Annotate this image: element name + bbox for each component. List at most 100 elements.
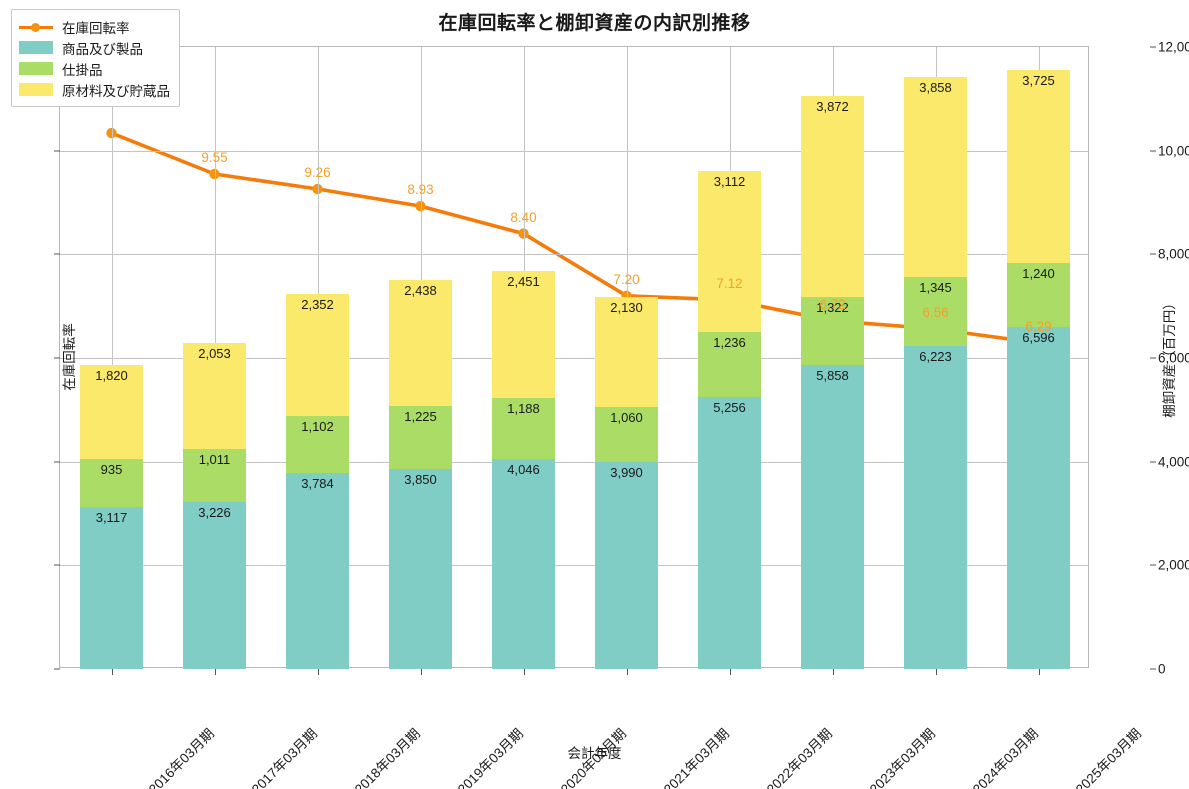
bar-value-label: 935 <box>100 461 123 477</box>
bar-value-label: 1,188 <box>507 400 540 416</box>
bar-segment <box>697 171 762 333</box>
bar-value-label: 3,858 <box>919 79 952 95</box>
bar-segment <box>594 462 659 669</box>
bar-value-label: 1,236 <box>713 335 746 351</box>
bar-value-label: 1,345 <box>919 279 952 295</box>
x-axis-tickmark <box>421 669 422 675</box>
bar-segment <box>800 96 865 297</box>
bar-segment <box>388 279 453 406</box>
turnover-value-label: 6.29 <box>1025 318 1052 334</box>
y-axis-right-tick: 0 <box>1158 661 1166 677</box>
legend-item[interactable]: 原材料及び貯蔵品 <box>19 79 170 100</box>
bar-segment <box>1006 262 1071 328</box>
bar-segment <box>491 459 556 669</box>
legend-line-icon <box>19 20 53 33</box>
bar-segment <box>697 396 762 669</box>
turnover-value-label: 7.12 <box>716 275 743 291</box>
bar-segment <box>903 346 968 669</box>
y-axis-right-label: 棚卸資産（百万円） <box>1161 296 1177 418</box>
y-axis-right-tick: 8,000 <box>1158 246 1189 262</box>
bar-value-label: 2,438 <box>404 282 437 298</box>
bar-segment <box>491 397 556 460</box>
turnover-value-label: 8.40 <box>510 209 537 225</box>
bar-value-label: 2,451 <box>507 273 540 289</box>
bar-value-label: 3,725 <box>1022 72 1055 88</box>
x-axis-tickmark <box>318 669 319 675</box>
gridline-horizontal <box>60 461 1088 463</box>
bar-value-label: 3,850 <box>404 472 437 488</box>
y-axis-left-tickmark <box>54 357 60 359</box>
y-axis-right-tick: 10,000 <box>1158 143 1189 159</box>
bar-segment <box>285 415 350 473</box>
gridline-horizontal <box>60 565 1088 567</box>
y-axis-right-tickmark <box>1150 357 1156 359</box>
bar-segment <box>491 270 556 398</box>
bar-segment <box>594 296 659 408</box>
y-axis-right-tick: 4,000 <box>1158 454 1189 470</box>
gridline-horizontal <box>60 358 1088 359</box>
plot-area: 0022,00044,00066,00088,0001010,0001212,0… <box>54 40 1189 789</box>
bar-value-label: 3,784 <box>301 475 334 491</box>
bar-segment <box>79 458 144 508</box>
turnover-value-label: 9.55 <box>201 149 228 165</box>
bar-value-label: 1,060 <box>610 410 643 426</box>
turnover-line-path <box>109 131 1041 345</box>
y-axis-right-tick: 2,000 <box>1158 557 1189 573</box>
legend-label: 原材料及び貯蔵品 <box>62 83 170 99</box>
y-axis-left-tickmark <box>54 668 60 670</box>
y-axis-right-tickmark <box>1150 253 1156 255</box>
bar-value-label: 1,011 <box>198 452 231 468</box>
turnover-data-point <box>209 168 220 180</box>
x-axis-tickmark <box>730 669 731 675</box>
bar-segment <box>285 472 350 669</box>
bar-value-label: 1,240 <box>1022 265 1055 281</box>
y-axis-left-tickmark <box>54 253 60 255</box>
turnover-data-point <box>415 200 426 212</box>
gridline-vertical <box>112 47 113 667</box>
y-axis-left-tickmark <box>54 564 60 566</box>
y-axis-right-tickmark <box>1150 564 1156 566</box>
y-axis-left-label: 在庫回転率 <box>61 323 77 391</box>
legend-item[interactable]: 在庫回転率 <box>19 16 170 37</box>
turnover-data-point <box>106 127 117 139</box>
legend-color-swatch <box>19 62 53 75</box>
legend-label: 商品及び製品 <box>62 41 143 57</box>
bar-segment <box>903 76 968 277</box>
turnover-data-point <box>312 183 323 195</box>
y-axis-right-tickmark <box>1150 150 1156 152</box>
turnover-data-point <box>518 228 529 239</box>
turnover-value-label: 6.56 <box>922 304 949 320</box>
bar-value-label: 3,112 <box>713 174 746 190</box>
bar-segment <box>182 342 247 450</box>
legend-item[interactable]: 仕掛品 <box>19 58 170 79</box>
x-axis-tickmark <box>936 669 937 675</box>
bar-value-label: 4,046 <box>507 462 540 478</box>
legend-label: 在庫回転率 <box>62 20 130 36</box>
bar-value-label: 2,352 <box>301 296 334 312</box>
x-axis-tickmark <box>215 669 216 675</box>
y-axis-right-tick: 6,000 <box>1158 350 1189 366</box>
bar-value-label: 1,225 <box>404 408 437 424</box>
y-axis-right-tick: 12,000 <box>1158 39 1189 55</box>
y-axis-right-tickmark <box>1150 46 1156 48</box>
gridline-horizontal <box>60 254 1088 256</box>
legend-color-swatch <box>19 41 53 54</box>
bar-segment <box>79 364 144 459</box>
chart-title: 在庫回転率と棚卸資産の内訳別推移 <box>438 13 751 34</box>
legend-item[interactable]: 商品及び製品 <box>19 37 170 58</box>
bar-segment <box>903 276 968 347</box>
bar-segment <box>285 293 350 416</box>
bar-value-label: 3,226 <box>198 504 231 520</box>
bar-value-label: 6,223 <box>919 349 952 365</box>
bar-segment <box>800 296 865 366</box>
bar-value-label: 2,130 <box>610 299 643 315</box>
x-axis-tickmark <box>833 669 834 675</box>
bar-value-label: 2,053 <box>198 345 231 361</box>
bar-segment <box>388 405 453 470</box>
bar-value-label: 3,117 <box>95 510 128 526</box>
turnover-value-label: 9.26 <box>304 165 331 181</box>
bar-value-label: 1,102 <box>301 418 334 434</box>
turnover-value-label: 7.20 <box>613 271 640 287</box>
x-axis-tickmark <box>627 669 628 675</box>
